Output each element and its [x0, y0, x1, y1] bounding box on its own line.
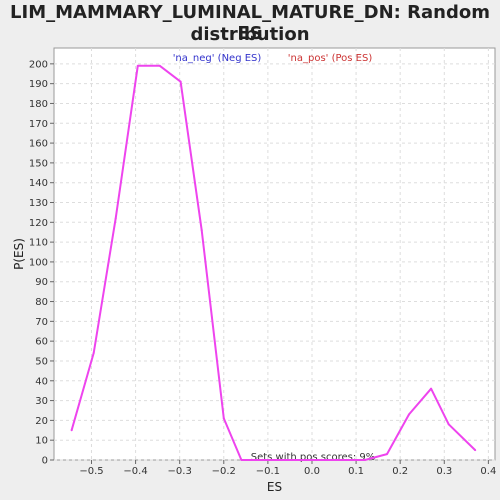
x-tick-label: −0.4: [123, 466, 147, 477]
y-tick-label: 10: [35, 436, 48, 447]
y-tick-label: 100: [29, 257, 48, 268]
data-point: [201, 229, 203, 231]
x-tick-label: 0.0: [304, 466, 320, 477]
y-tick-label: 200: [29, 59, 48, 70]
data-point: [430, 388, 432, 390]
legend-entry: 'na_pos' (Pos ES): [288, 53, 373, 64]
data-point: [115, 217, 117, 219]
y-tick-label: 80: [35, 297, 48, 308]
x-tick-label: 0.3: [436, 466, 452, 477]
data-point: [93, 352, 95, 354]
y-tick-label: 90: [35, 277, 48, 288]
x-tick-label: −0.3: [168, 466, 192, 477]
x-tick-label: −0.5: [79, 466, 103, 477]
y-tick-label: 60: [35, 337, 48, 348]
y-tick-label: 30: [35, 396, 48, 407]
data-point: [71, 429, 73, 431]
y-tick-label: 140: [29, 178, 48, 189]
y-tick-label: 120: [29, 218, 48, 229]
data-point: [159, 65, 161, 67]
y-tick-label: 110: [29, 238, 48, 249]
data-point: [474, 449, 476, 451]
x-tick-label: −0.1: [256, 466, 280, 477]
y-tick-label: 50: [35, 356, 48, 367]
x-tick-label: 0.1: [348, 466, 364, 477]
x-tick-label: 0.2: [392, 466, 408, 477]
y-tick-label: 20: [35, 416, 48, 427]
data-point: [408, 413, 410, 415]
data-point: [448, 423, 450, 425]
x-tick-label: 0.4: [480, 466, 496, 477]
annotation-pos-scores: Sets with pos scores: 9%: [251, 452, 376, 463]
y-tick-label: 130: [29, 198, 48, 209]
data-point: [364, 459, 366, 461]
y-tick-label: 0: [42, 456, 48, 467]
data-point: [180, 81, 182, 83]
data-point: [223, 417, 225, 419]
data-point: [386, 453, 388, 455]
y-axis-label: P(ES): [12, 238, 26, 270]
plot-area: [54, 48, 495, 460]
y-tick-label: 190: [29, 79, 48, 90]
data-point: [258, 459, 260, 461]
data-point: [240, 459, 242, 461]
y-tick-label: 170: [29, 119, 48, 130]
y-tick-label: 150: [29, 158, 48, 169]
data-point: [137, 65, 139, 67]
y-tick-label: 40: [35, 376, 48, 387]
data-point: [276, 459, 278, 461]
legend-entry: 'na_neg' (Neg ES): [173, 53, 262, 64]
data-point: [298, 459, 300, 461]
y-tick-label: 70: [35, 317, 48, 328]
data-point: [346, 459, 348, 461]
y-tick-label: 160: [29, 139, 48, 150]
x-tick-label: −0.2: [212, 466, 236, 477]
data-point: [324, 459, 326, 461]
y-tick-label: 180: [29, 99, 48, 110]
x-axis-label: ES: [267, 480, 282, 494]
